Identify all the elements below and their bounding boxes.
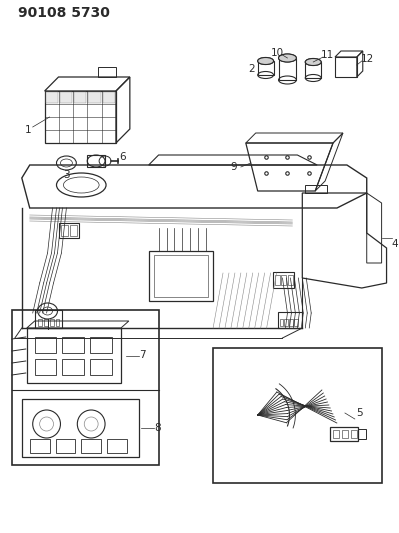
Bar [43, 319, 47, 326]
Bar [288, 275, 293, 285]
Bar [61, 225, 68, 236]
Bar [22, 399, 139, 457]
Bar [335, 57, 357, 77]
Text: 2: 2 [249, 64, 255, 74]
Bar [284, 319, 288, 326]
Bar [342, 430, 348, 438]
Bar [87, 155, 105, 167]
Bar [70, 225, 77, 236]
Text: 90108 5730: 90108 5730 [18, 6, 110, 20]
Text: 9: 9 [231, 162, 237, 172]
Text: 10: 10 [271, 48, 284, 58]
Bar [107, 439, 127, 453]
Ellipse shape [305, 59, 321, 66]
Bar [294, 319, 298, 326]
Bar [330, 427, 358, 441]
Bar [27, 328, 121, 383]
Bar [45, 91, 116, 143]
Bar [258, 61, 274, 75]
Bar [275, 275, 280, 285]
Bar [55, 319, 59, 326]
Text: 8: 8 [154, 423, 161, 433]
Ellipse shape [258, 58, 274, 64]
Bar [38, 319, 41, 326]
Bar [60, 92, 72, 103]
Bar [90, 337, 112, 353]
Bar [154, 255, 208, 297]
Bar [149, 251, 213, 301]
Bar [305, 185, 327, 193]
Bar [358, 429, 366, 439]
Bar [59, 223, 79, 238]
Bar [35, 337, 57, 353]
Bar [55, 439, 75, 453]
Bar [89, 92, 101, 103]
Text: 11: 11 [320, 50, 334, 60]
Bar [30, 439, 49, 453]
Bar [280, 319, 283, 326]
Bar [351, 430, 357, 438]
Bar [273, 272, 294, 288]
Bar [35, 310, 62, 328]
Bar [305, 62, 321, 78]
Bar [90, 359, 112, 375]
Bar [49, 319, 53, 326]
Text: 3: 3 [63, 170, 70, 180]
Bar [81, 439, 101, 453]
Bar [45, 92, 58, 103]
Bar [35, 359, 57, 375]
Text: 1: 1 [24, 125, 31, 135]
Bar [289, 319, 293, 326]
Bar [98, 67, 116, 77]
Bar [62, 337, 84, 353]
Bar [281, 275, 286, 285]
Text: 6: 6 [120, 152, 126, 162]
Text: 7: 7 [139, 351, 146, 360]
Bar [62, 359, 84, 375]
Text: 4: 4 [391, 239, 398, 249]
Ellipse shape [279, 54, 296, 62]
Bar [333, 430, 339, 438]
Bar [278, 312, 302, 328]
Text: 5: 5 [356, 408, 363, 418]
Text: 12: 12 [361, 54, 374, 64]
Bar [74, 92, 87, 103]
Bar [279, 58, 296, 80]
Bar [12, 310, 158, 465]
Bar [213, 348, 381, 483]
Bar [103, 92, 115, 103]
